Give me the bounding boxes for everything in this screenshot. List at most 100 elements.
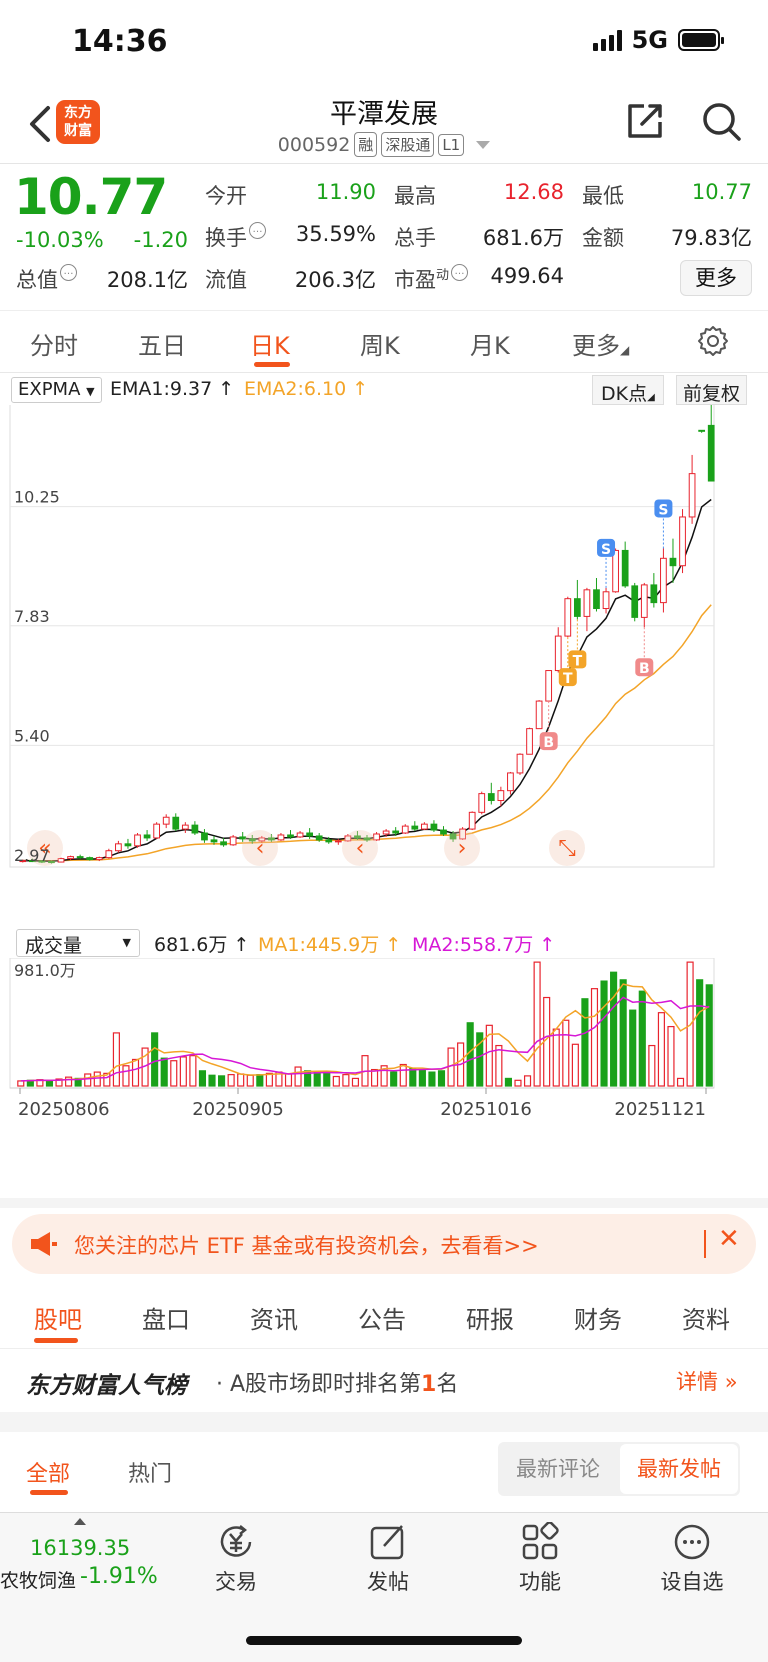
close-icon[interactable]: ✕ [718,1224,740,1254]
rank-detail-link[interactable]: 详情 » [676,1370,738,1394]
index-name[interactable]: 农牧饲渔 [0,1570,77,1592]
vol-ma1-readout: MA1:445.9万 ↑ [258,934,402,956]
candle [363,834,371,842]
candle-body [497,790,505,802]
candle-body [430,823,438,831]
index-change[interactable]: -1.91% [80,1564,158,1589]
quote-label-high: 最高 [394,184,436,208]
candle [650,573,658,608]
volume-select[interactable]: 成交量 ▼ [16,929,140,957]
nav-functions[interactable]: 功能 [500,1522,580,1596]
candle [507,771,514,795]
nav-post[interactable]: 发帖 [348,1522,428,1596]
candle-body [363,837,371,841]
y-tick-label: 5.40 [14,726,50,745]
candle-body [612,549,619,593]
stock-code: 000592 [277,133,351,156]
candle [459,827,466,840]
quote-value-low: 10.77 [691,180,752,204]
search-icon[interactable] [700,100,742,142]
candle-body [334,840,342,843]
tab-financials[interactable]: 财务 [574,1306,622,1334]
candle-body [315,835,323,841]
sort-latest-post[interactable]: 最新发帖 [620,1444,738,1494]
candle-body [28,860,36,863]
info-icon[interactable]: … [451,264,469,281]
volume-bar [409,1067,417,1087]
index-value[interactable]: 16139.35 [30,1536,131,1560]
more-button[interactable]: 更多 [680,260,752,296]
tab-research[interactable]: 研报 [466,1306,514,1334]
edit-icon [370,1525,404,1560]
volume-bar [437,1070,446,1087]
candle-body [478,793,486,813]
tab-more[interactable]: 更多◢ [572,332,630,360]
volume-bar [552,1028,560,1087]
quote-label-market-cap: 总值… [16,264,77,294]
info-icon[interactable]: … [60,264,77,281]
indicator-select[interactable]: EXPMA ▼ [11,377,102,403]
share-icon[interactable] [624,100,666,142]
volume-bar [696,979,704,1087]
promo-text[interactable]: 您关注的芯片 ETF 基金或有投资机会，去看看>> [74,1234,539,1258]
tab-weekly-k[interactable]: 周K [360,332,400,360]
candle [296,831,304,838]
candle [57,857,65,863]
change-percent: -10.03% [16,228,104,252]
candle [48,860,55,864]
back-arrow-icon[interactable] [20,100,60,148]
dk-points-button[interactable]: DK点◢ [592,375,664,405]
tab-intraday[interactable]: 分时 [30,332,78,360]
tab-all-posts[interactable]: 全部 [26,1462,71,1487]
volume-bar [208,1074,216,1087]
stock-subtitle[interactable]: 000592 融 深股通 L1 [0,132,768,157]
nav-trade[interactable]: 交易 [196,1522,276,1596]
tab-announcements[interactable]: 公告 [358,1306,406,1334]
adjustment-button[interactable]: 前复权 [676,375,748,405]
signal-label: S [601,542,611,558]
volume-bar [332,1075,340,1087]
section-spacer [0,1412,768,1432]
info-icon[interactable]: … [249,222,266,239]
candle-body [239,836,247,840]
volume-chart[interactable]: 981.0万 20250806 20250905 20251016 20251121 [0,958,768,1158]
tab-news[interactable]: 资讯 [250,1306,298,1334]
candle [306,828,313,839]
vol-ma2-line [20,996,710,1082]
candle [28,858,36,863]
promo-banner[interactable] [12,1214,756,1274]
candle [449,831,457,842]
tab-profile[interactable]: 资料 [682,1306,730,1334]
nav-add-watchlist[interactable]: 设自选 [652,1522,732,1596]
tab-order-book[interactable]: 盘口 [142,1306,190,1334]
candle [115,840,122,853]
tab-hot-posts[interactable]: 热门 [128,1462,173,1487]
volume-bar [476,1032,484,1087]
chart-nav-button [27,830,63,866]
volume-bar [629,1009,637,1087]
candle [382,829,390,837]
volume-bar [189,1055,197,1087]
tab-daily-k[interactable]: 日K [250,332,290,360]
tab-five-day[interactable]: 五日 [138,332,186,360]
volume-bar [65,1076,73,1087]
divider [0,1348,768,1349]
divider [0,310,768,311]
divider [0,1512,768,1513]
settings-gear-icon[interactable] [696,324,730,358]
quote-label-volume: 总手 [394,226,436,250]
volume-bar [160,1057,168,1087]
candle-body [229,836,237,846]
tab-forum[interactable]: 股吧 [34,1306,82,1334]
volume-bar [485,1024,493,1087]
candle-body [660,557,667,604]
volume-readout: 681.6万 ↑ [154,934,250,956]
tab-monthly-k[interactable]: 月K [470,332,510,360]
candle-body [487,793,495,802]
candle [105,848,113,859]
expand-up-icon[interactable] [74,1518,86,1525]
sort-latest-comment[interactable]: 最新评论 [516,1457,600,1481]
candle [248,834,256,844]
candle [640,582,648,628]
